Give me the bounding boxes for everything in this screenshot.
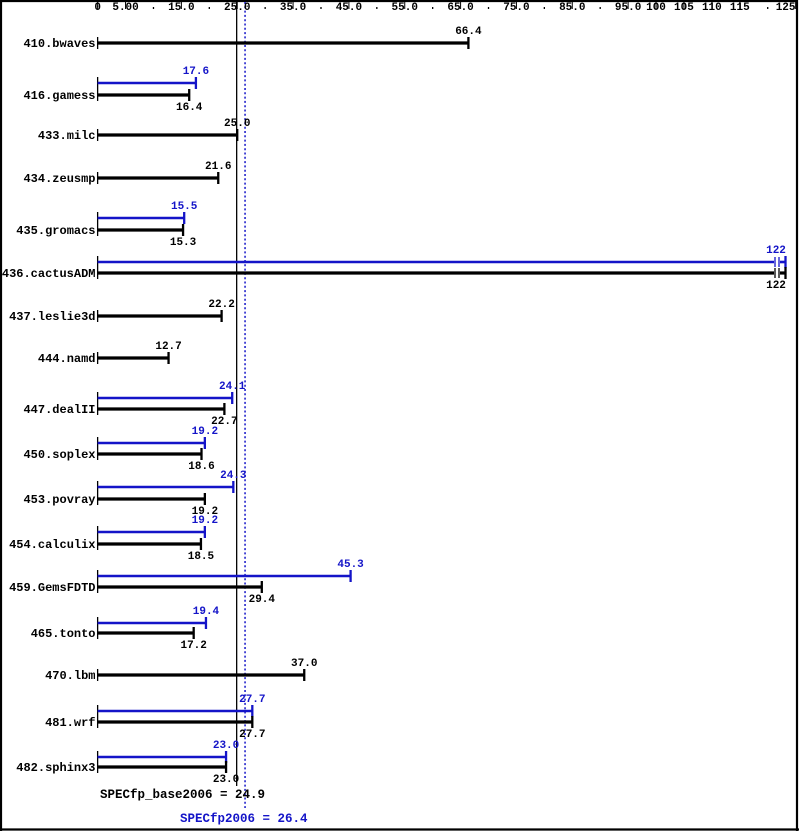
svg-text:25.0: 25.0	[224, 118, 250, 130]
svg-text:17.6: 17.6	[183, 66, 209, 78]
svg-text:SPECfp_base2006 = 24.9: SPECfp_base2006 = 24.9	[100, 788, 265, 802]
svg-text:SPECfp2006 = 26.4: SPECfp2006 = 26.4	[180, 812, 308, 826]
svg-text:436.cactusADM: 436.cactusADM	[2, 267, 96, 281]
svg-text:16.4: 16.4	[176, 102, 203, 114]
svg-text:35.0: 35.0	[280, 2, 306, 14]
svg-text:482.sphinx3: 482.sphinx3	[16, 761, 95, 775]
svg-text:27.7: 27.7	[239, 729, 265, 741]
svg-text:437.leslie3d: 437.leslie3d	[9, 310, 95, 324]
svg-text:0: 0	[94, 2, 101, 14]
svg-text:19.2: 19.2	[192, 515, 218, 527]
svg-text:105: 105	[674, 2, 694, 14]
svg-text:454.calculix: 454.calculix	[9, 538, 95, 552]
svg-text:66.4: 66.4	[455, 26, 482, 38]
svg-text:115: 115	[730, 2, 750, 14]
svg-text:450.soplex: 450.soplex	[23, 448, 95, 462]
svg-text:18.5: 18.5	[188, 551, 215, 563]
svg-text:45.0: 45.0	[336, 2, 362, 14]
svg-text:100: 100	[646, 2, 666, 14]
svg-text:55.0: 55.0	[392, 2, 418, 14]
svg-text:465.tonto: 465.tonto	[31, 627, 96, 641]
svg-text:5.00: 5.00	[112, 2, 138, 14]
svg-text:453.povray: 453.povray	[23, 493, 95, 507]
svg-text:433.milc: 433.milc	[38, 129, 96, 143]
svg-text:95.0: 95.0	[615, 2, 641, 14]
svg-text:29.4: 29.4	[249, 594, 276, 606]
svg-text:15.0: 15.0	[168, 2, 194, 14]
svg-text:21.6: 21.6	[205, 161, 231, 173]
svg-text:15.3: 15.3	[170, 237, 197, 249]
svg-text:23.0: 23.0	[213, 774, 239, 786]
svg-text:24.3: 24.3	[220, 470, 247, 482]
svg-text:27.7: 27.7	[239, 694, 265, 706]
svg-text:25.0: 25.0	[224, 2, 250, 14]
svg-text:65.0: 65.0	[447, 2, 473, 14]
svg-text:24.1: 24.1	[219, 381, 246, 393]
svg-text:435.gromacs: 435.gromacs	[16, 224, 95, 238]
svg-text:459.GemsFDTD: 459.GemsFDTD	[9, 581, 95, 595]
svg-text:75.0: 75.0	[503, 2, 529, 14]
svg-text:481.wrf: 481.wrf	[45, 716, 95, 730]
svg-text:12.7: 12.7	[155, 341, 181, 353]
svg-text:45.3: 45.3	[337, 559, 364, 571]
svg-text:470.lbm: 470.lbm	[45, 669, 95, 683]
svg-text:416.gamess: 416.gamess	[23, 89, 95, 103]
svg-text:23.0: 23.0	[213, 740, 239, 752]
svg-text:18.6: 18.6	[188, 461, 214, 473]
svg-text:37.0: 37.0	[291, 658, 317, 670]
svg-text:17.2: 17.2	[180, 640, 206, 652]
svg-text:434.zeusmp: 434.zeusmp	[23, 172, 95, 186]
svg-text:122: 122	[766, 245, 786, 257]
svg-text:444.namd: 444.namd	[38, 352, 96, 366]
svg-text:19.4: 19.4	[193, 606, 220, 618]
svg-text:410.bwaves: 410.bwaves	[23, 37, 95, 51]
svg-text:122: 122	[766, 280, 786, 292]
svg-text:22.2: 22.2	[208, 299, 234, 311]
svg-text:85.0: 85.0	[559, 2, 585, 14]
svg-text:110: 110	[702, 2, 722, 14]
svg-text:15.5: 15.5	[171, 201, 198, 213]
svg-text:19.2: 19.2	[192, 426, 218, 438]
svg-text:125: 125	[776, 2, 796, 14]
svg-text:447.dealII: 447.dealII	[23, 403, 95, 417]
